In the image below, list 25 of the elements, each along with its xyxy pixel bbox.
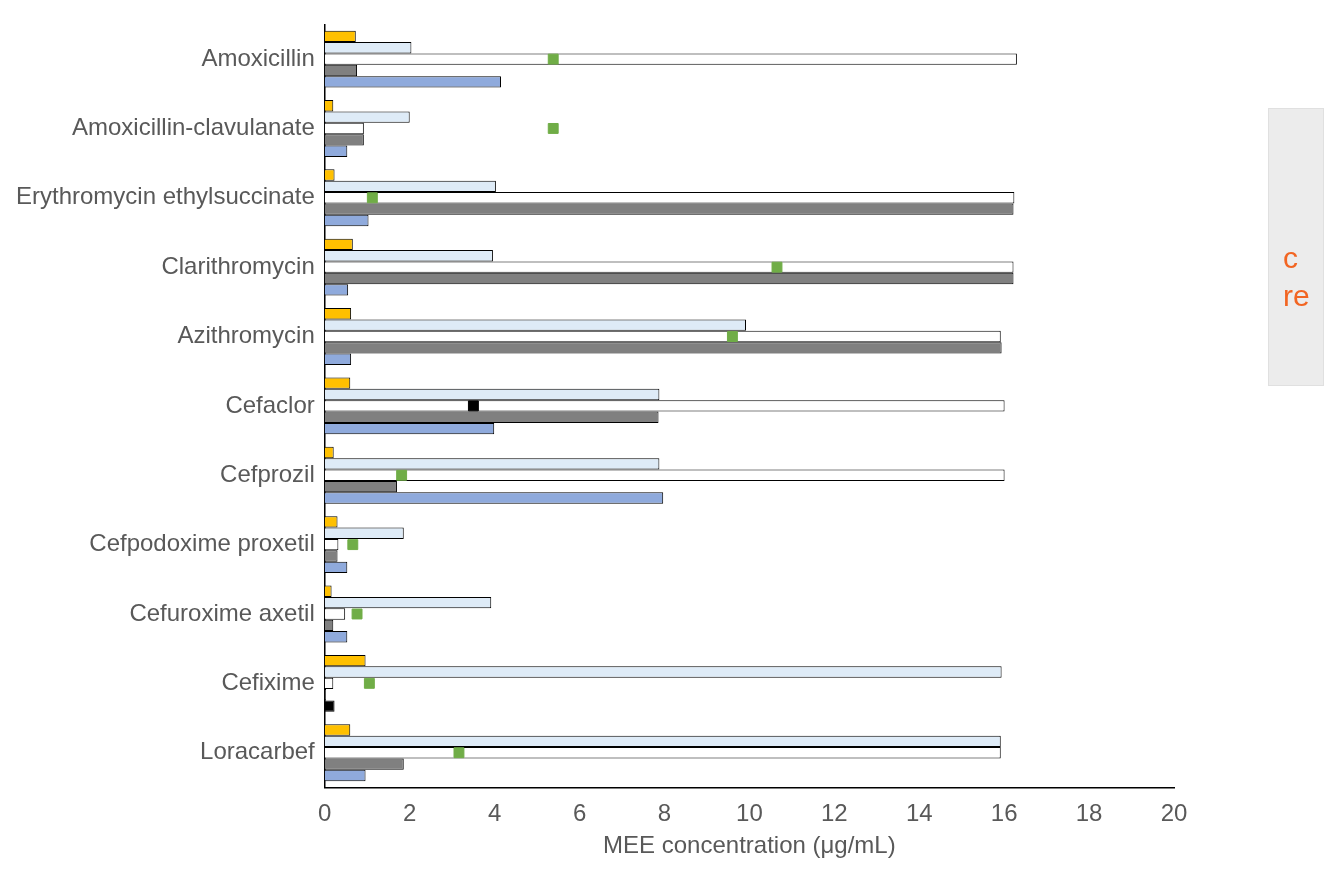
y-tick-label: Cefpodoxime proxetil: [89, 529, 315, 557]
x-tick-label: 20: [1160, 799, 1188, 827]
y-tick-label: Azithromycin: [177, 321, 315, 349]
y-tick-label: Loracarbef: [200, 737, 316, 765]
x-tick-label: 8: [657, 799, 672, 827]
y-tick-label: Amoxicillin-clavulanate: [72, 113, 315, 141]
text: re: [1282, 278, 1311, 314]
x-tick-label: 14: [905, 799, 933, 827]
y-tick-label: Cefixime: [221, 667, 315, 695]
x-tick-label: 2: [403, 799, 417, 827]
x-tick-label: 0: [318, 799, 332, 827]
x-tick-label: 16: [990, 799, 1018, 827]
y-tick-label: Cefprozil: [220, 459, 315, 487]
y-tick-label: Cefuroxime axetil: [129, 598, 315, 626]
x-tick-label: 10: [736, 799, 763, 827]
y-tick-label: Erythromycin ethylsuccinate: [16, 182, 315, 210]
x-tick-label: 4: [487, 799, 502, 827]
x-tick-label: 6: [572, 799, 587, 827]
y-tick-label: Clarithromycin: [161, 251, 315, 279]
text: c: [1282, 240, 1299, 276]
x-tick-label: 18: [1075, 799, 1103, 827]
x-tick-label: 12: [820, 799, 848, 827]
y-tick-label: Cefaclor: [225, 390, 315, 418]
y-tick-label: Amoxicillin: [201, 43, 315, 71]
x-axis-title: MEE concentration (μg/mL): [603, 831, 896, 859]
